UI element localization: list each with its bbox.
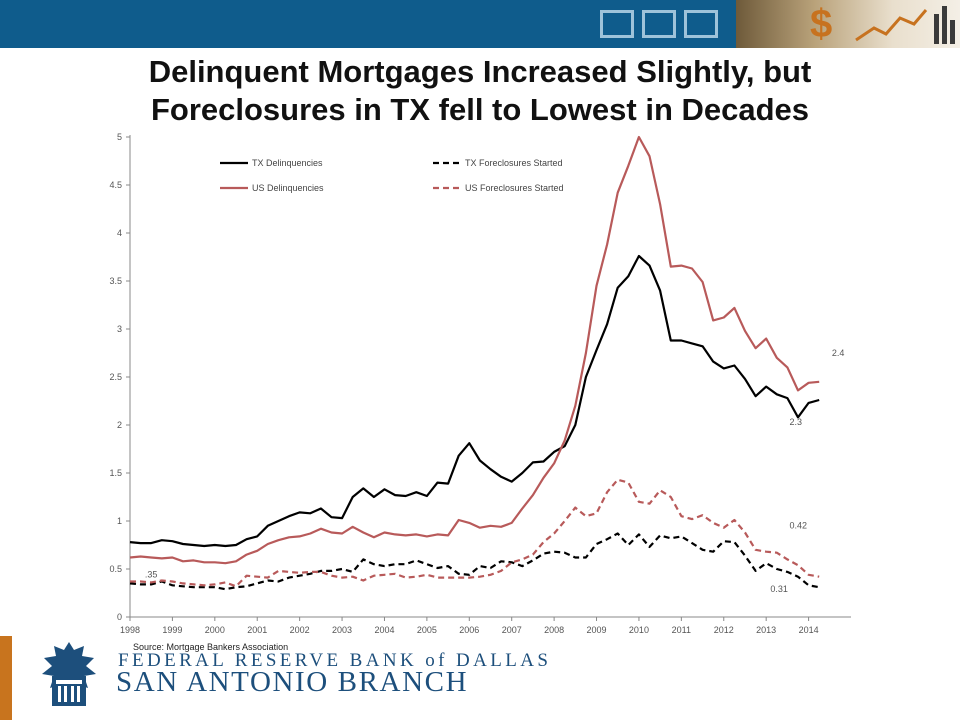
x-tick-label: 1998 [120, 625, 140, 635]
federal-reserve-seal-icon [42, 642, 96, 706]
x-tick-label: 2007 [502, 625, 522, 635]
legend-label: TX Delinquencies [252, 158, 323, 168]
y-tick-label: 2.5 [109, 372, 122, 382]
slide-title-line-1: Delinquent Mortgages Increased Slightly,… [148, 54, 812, 89]
decorative-square [684, 10, 718, 38]
x-tick-label: 2009 [587, 625, 607, 635]
data-annotation: 2.3 [790, 417, 803, 427]
x-tick-label: 2000 [205, 625, 225, 635]
y-tick-label: 5 [117, 132, 122, 142]
series-line-2 [129, 135, 820, 565]
x-tick-label: 2011 [672, 625, 691, 635]
y-tick-label: 3.5 [109, 276, 122, 286]
legend-label: TX Foreclosures Started [465, 158, 563, 168]
x-tick-label: 2001 [247, 625, 267, 635]
x-tick-label: 2010 [629, 625, 649, 635]
series-line-1 [129, 532, 820, 591]
x-tick-label: 2002 [290, 625, 310, 635]
y-tick-label: 1.5 [109, 468, 122, 478]
source-note: Source: Mortgage Bankers Association [133, 642, 289, 652]
x-tick-label: 2013 [756, 625, 776, 635]
data-annotation: 0.31 [770, 584, 788, 594]
series-line-0 [129, 254, 820, 548]
bank-name-line-2: SAN ANTONIO BRANCH [116, 666, 469, 698]
y-tick-label: 0 [117, 612, 122, 622]
dollar-sign-icon: $ [810, 2, 833, 46]
x-tick-label: 1999 [162, 625, 182, 635]
finance-collage-image: $ [736, 0, 960, 48]
y-tick-label: 2 [117, 420, 122, 430]
bank-name-line-1: FEDERAL RESERVE BANK of DALLAS [118, 650, 552, 671]
x-tick-label: 2006 [459, 625, 479, 635]
x-tick-label: 2004 [374, 625, 394, 635]
x-tick-label: 2014 [799, 625, 819, 635]
legend-label: US Delinquencies [252, 183, 324, 193]
x-tick-label: 2008 [544, 625, 564, 635]
data-annotation: 0.42 [790, 521, 808, 531]
y-tick-label: 3 [117, 324, 122, 334]
legend-label: US Foreclosures Started [465, 183, 564, 193]
y-tick-label: 0.5 [109, 564, 122, 574]
decorative-square [642, 10, 676, 38]
data-annotation: 2.4 [832, 348, 845, 358]
y-tick-label: 1 [117, 516, 122, 526]
x-tick-label: 2005 [417, 625, 437, 635]
slide-title-line-2: Foreclosures in TX fell to Lowest in Dec… [150, 92, 810, 127]
y-tick-label: 4.5 [109, 180, 122, 190]
footer-accent-bar [0, 636, 12, 720]
x-tick-label: 2012 [714, 625, 734, 635]
data-annotation: .35 [145, 570, 158, 580]
x-tick-label: 2003 [332, 625, 352, 635]
y-tick-label: 4 [117, 228, 122, 238]
decorative-square [600, 10, 634, 38]
stock-chart-icon [855, 6, 955, 44]
